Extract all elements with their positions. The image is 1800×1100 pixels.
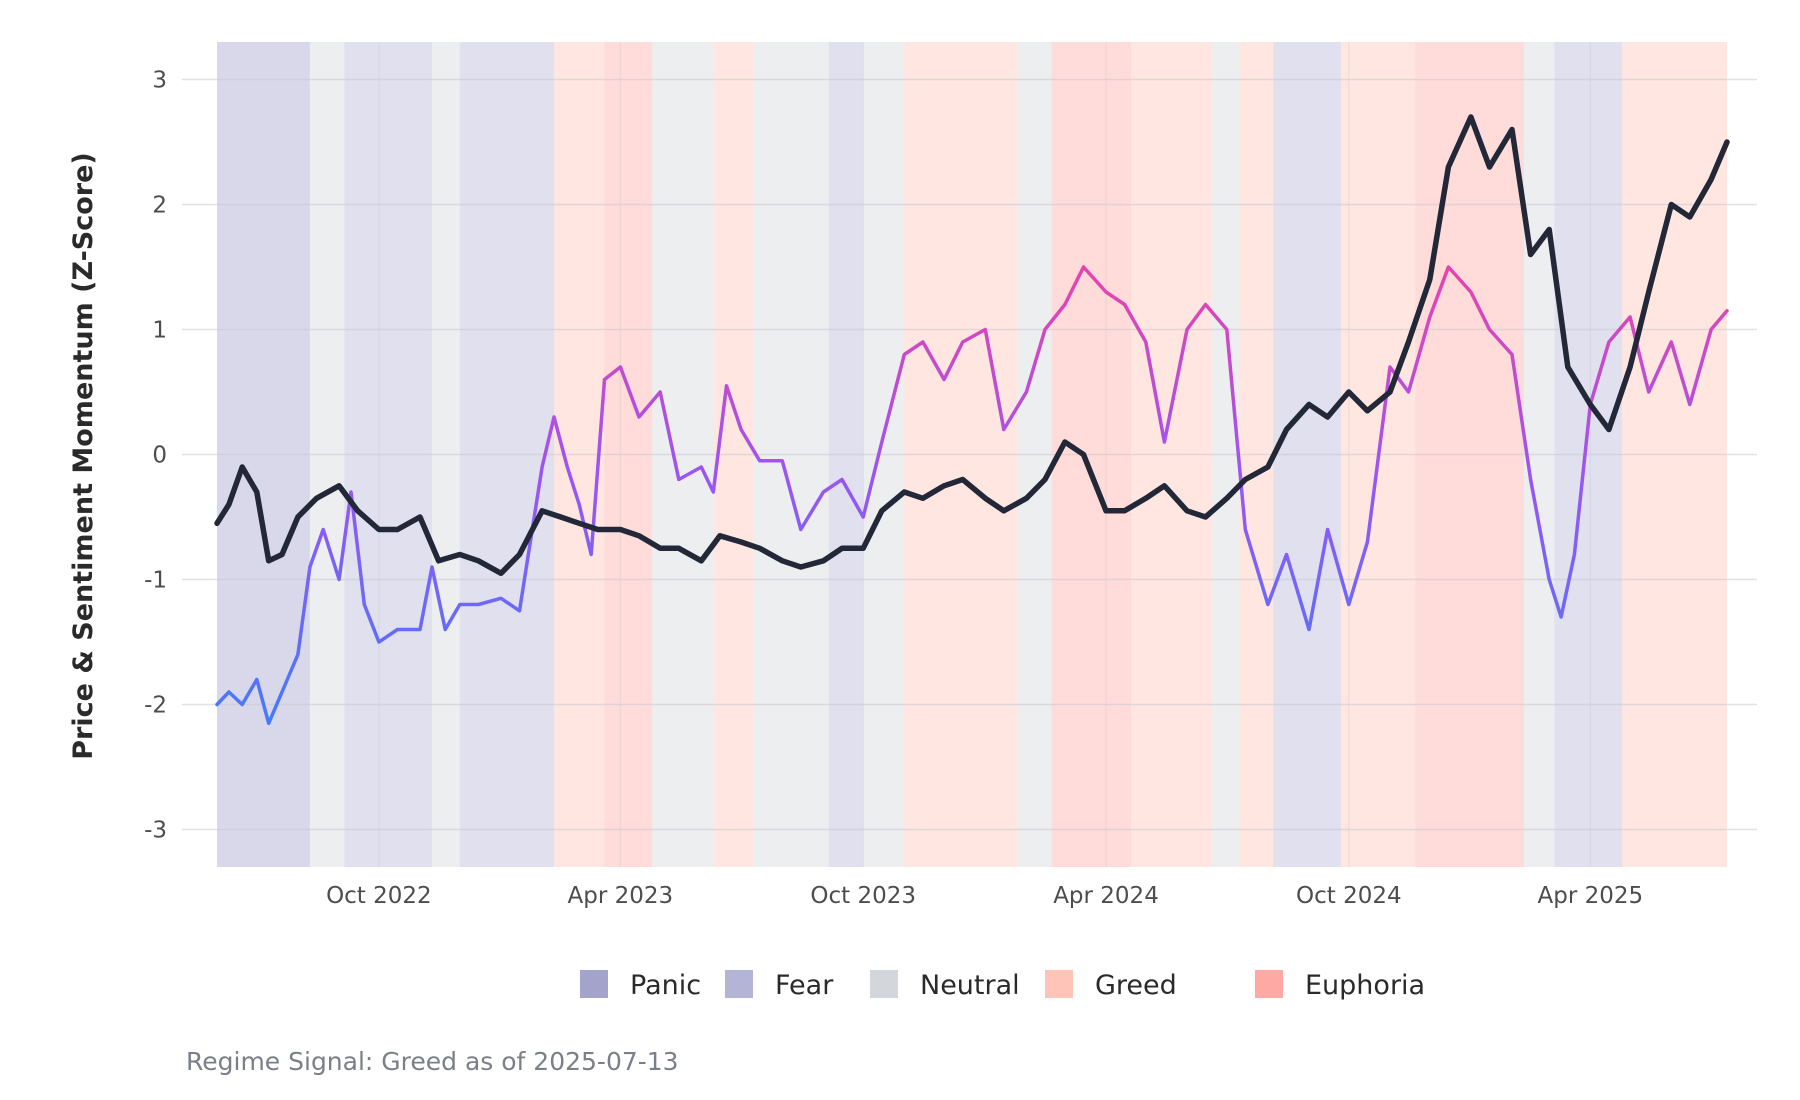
legend-swatch-panic bbox=[580, 970, 608, 998]
legend-swatch-fear bbox=[725, 970, 753, 998]
y-tick-label: -2 bbox=[144, 693, 167, 719]
x-tick-label: Oct 2022 bbox=[326, 883, 432, 909]
legend-label-greed: Greed bbox=[1095, 970, 1177, 1001]
y-axis-ticks: -3 -2 -1 0 1 2 3 bbox=[144, 68, 167, 844]
sentiment-momentum-line bbox=[215, 265, 1729, 726]
x-tick-label: Oct 2023 bbox=[810, 883, 916, 909]
legend-swatch-greed bbox=[1045, 970, 1073, 998]
x-tick-label: Apr 2024 bbox=[1053, 883, 1159, 909]
y-tick-label: -3 bbox=[144, 818, 167, 844]
legend-label-fear: Fear bbox=[775, 970, 834, 1001]
y-axis-label: Price & Sentiment Momentum (Z-Score) bbox=[68, 152, 99, 760]
price-momentum-line bbox=[214, 114, 1730, 577]
x-tick-label: Oct 2024 bbox=[1296, 883, 1402, 909]
legend-label-neutral: Neutral bbox=[920, 970, 1020, 1001]
x-tick-label: Apr 2025 bbox=[1538, 883, 1644, 909]
legend-swatch-neutral bbox=[870, 970, 898, 998]
y-tick-label: 0 bbox=[152, 443, 167, 469]
x-tick-label: Apr 2023 bbox=[568, 883, 674, 909]
x-axis-ticks: Oct 2022 Apr 2023 Oct 2023 Apr 2024 Oct 2024… bbox=[326, 883, 1643, 909]
y-tick-label: 2 bbox=[152, 193, 167, 219]
legend-swatch-euphoria bbox=[1255, 970, 1283, 998]
grid-lines bbox=[182, 42, 1757, 867]
legend-label-panic: Panic bbox=[630, 970, 701, 1001]
legend-label-euphoria: Euphoria bbox=[1305, 970, 1425, 1001]
y-tick-label: 3 bbox=[152, 68, 167, 94]
series-lines bbox=[214, 114, 1730, 726]
legend: Panic Fear Neutral Greed Euphoria bbox=[580, 970, 1425, 1001]
regime-caption: Regime Signal: Greed as of 2025-07-13 bbox=[186, 1047, 679, 1076]
y-tick-label: 1 bbox=[152, 318, 167, 344]
y-tick-label: -1 bbox=[144, 568, 167, 594]
